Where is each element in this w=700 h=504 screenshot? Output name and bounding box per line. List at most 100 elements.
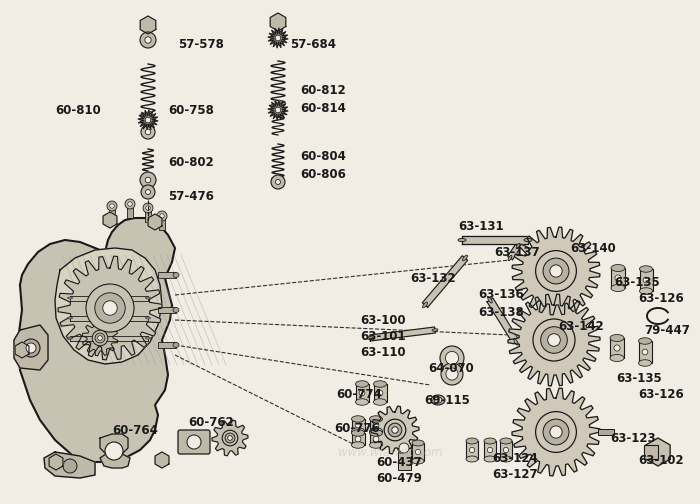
- Circle shape: [145, 37, 151, 43]
- Circle shape: [275, 107, 281, 113]
- Circle shape: [146, 206, 150, 210]
- Ellipse shape: [524, 238, 532, 241]
- Circle shape: [145, 117, 150, 123]
- Ellipse shape: [351, 428, 365, 434]
- Bar: [610, 338, 624, 358]
- Circle shape: [384, 419, 406, 441]
- Circle shape: [550, 426, 562, 438]
- Circle shape: [377, 390, 383, 396]
- Ellipse shape: [374, 381, 386, 387]
- Ellipse shape: [638, 338, 652, 344]
- Bar: [351, 419, 365, 431]
- Ellipse shape: [610, 335, 624, 342]
- Circle shape: [355, 422, 361, 428]
- Ellipse shape: [370, 428, 382, 434]
- Text: 63-100: 63-100: [360, 313, 405, 327]
- Polygon shape: [268, 100, 288, 120]
- Bar: [638, 341, 652, 363]
- Text: 63-102: 63-102: [638, 454, 684, 467]
- Polygon shape: [100, 434, 130, 468]
- Ellipse shape: [67, 337, 73, 339]
- Bar: [159, 216, 165, 230]
- Polygon shape: [70, 295, 148, 300]
- Bar: [370, 419, 382, 431]
- Circle shape: [22, 339, 40, 357]
- Circle shape: [145, 129, 150, 135]
- Ellipse shape: [611, 265, 625, 272]
- Circle shape: [92, 330, 108, 346]
- Ellipse shape: [488, 297, 492, 303]
- Circle shape: [533, 319, 575, 361]
- Circle shape: [146, 190, 150, 195]
- Circle shape: [392, 427, 398, 433]
- Ellipse shape: [432, 329, 438, 331]
- Polygon shape: [70, 316, 148, 321]
- Circle shape: [543, 419, 569, 445]
- Circle shape: [140, 32, 156, 48]
- Bar: [374, 384, 386, 402]
- Text: 64-070: 64-070: [428, 361, 474, 374]
- Polygon shape: [370, 327, 435, 341]
- Circle shape: [355, 436, 361, 442]
- Circle shape: [642, 349, 648, 355]
- Ellipse shape: [484, 438, 496, 444]
- Polygon shape: [462, 236, 528, 244]
- Polygon shape: [58, 256, 162, 360]
- Circle shape: [543, 258, 569, 284]
- Polygon shape: [70, 336, 148, 341]
- Circle shape: [440, 346, 464, 370]
- Bar: [640, 269, 652, 291]
- Ellipse shape: [434, 397, 442, 403]
- Circle shape: [86, 284, 134, 332]
- Polygon shape: [371, 406, 419, 454]
- Circle shape: [389, 423, 402, 437]
- Text: 60-764: 60-764: [112, 423, 158, 436]
- Ellipse shape: [173, 343, 179, 347]
- Ellipse shape: [466, 438, 478, 444]
- Ellipse shape: [466, 456, 478, 462]
- Ellipse shape: [640, 288, 652, 294]
- Ellipse shape: [367, 337, 373, 339]
- Text: 63-126: 63-126: [638, 291, 684, 304]
- Bar: [466, 441, 478, 459]
- Ellipse shape: [611, 284, 625, 291]
- Polygon shape: [212, 420, 248, 456]
- Circle shape: [276, 179, 281, 184]
- Polygon shape: [140, 16, 156, 34]
- Circle shape: [98, 336, 102, 340]
- Circle shape: [415, 450, 421, 455]
- FancyBboxPatch shape: [178, 430, 210, 454]
- Bar: [398, 448, 411, 470]
- Text: 63-135: 63-135: [616, 371, 662, 385]
- Circle shape: [470, 448, 475, 453]
- Circle shape: [399, 443, 409, 453]
- Text: 63-142: 63-142: [558, 320, 603, 333]
- Circle shape: [143, 203, 153, 213]
- Ellipse shape: [67, 317, 73, 319]
- Circle shape: [222, 430, 238, 446]
- Ellipse shape: [370, 430, 382, 436]
- Polygon shape: [268, 28, 288, 48]
- Circle shape: [550, 265, 562, 277]
- Circle shape: [228, 435, 232, 440]
- Bar: [158, 342, 176, 348]
- Ellipse shape: [351, 442, 365, 448]
- Ellipse shape: [463, 255, 468, 261]
- Polygon shape: [155, 452, 169, 468]
- Bar: [484, 441, 496, 459]
- Circle shape: [225, 433, 235, 443]
- Ellipse shape: [431, 395, 445, 405]
- Ellipse shape: [374, 399, 386, 405]
- Polygon shape: [487, 298, 519, 344]
- Polygon shape: [49, 454, 63, 470]
- Bar: [145, 208, 151, 222]
- Ellipse shape: [412, 458, 424, 464]
- Circle shape: [446, 368, 458, 380]
- Text: 79-447: 79-447: [644, 324, 690, 337]
- Circle shape: [487, 448, 493, 453]
- Circle shape: [141, 185, 155, 199]
- Ellipse shape: [356, 381, 368, 387]
- Circle shape: [160, 214, 164, 218]
- Polygon shape: [138, 110, 158, 130]
- Ellipse shape: [351, 430, 365, 436]
